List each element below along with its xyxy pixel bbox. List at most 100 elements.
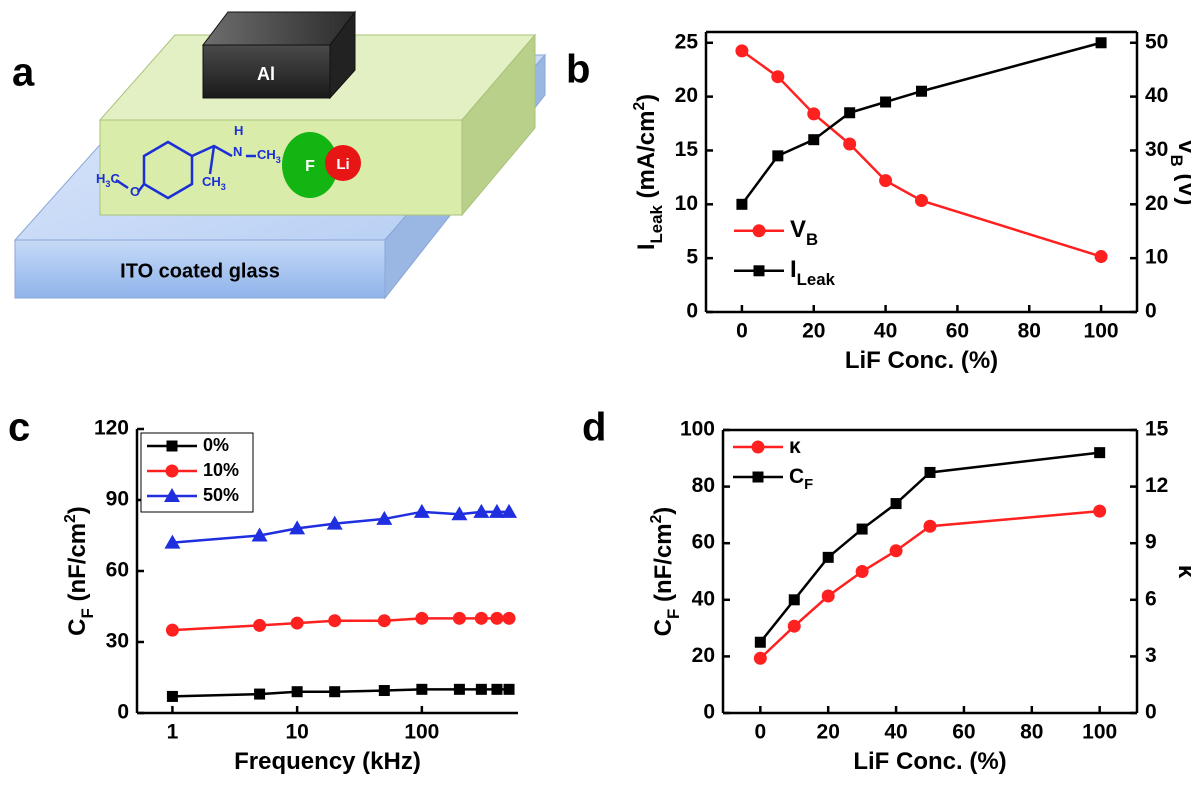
y-tick-label: 15 [675,138,699,161]
series-line [740,41,1102,206]
y2-axis-title: κ [1173,565,1191,579]
y-tick-label: 25 [675,30,699,53]
label-part: Leak [647,205,666,244]
label-part: Leak [797,270,836,289]
y2-tick-label: 0 [1145,701,1157,724]
marker [751,440,765,454]
marker [754,636,766,648]
glass-front [14,239,386,299]
marker [503,683,515,695]
bond [137,183,145,193]
al-front [202,44,331,99]
series-line [172,510,510,544]
x-axis-title: Frequency (kHz) [234,748,421,775]
x-tick-label: 1 [167,721,179,744]
marker [377,614,391,628]
formula: CH3 [257,147,281,165]
y-tick-label: 40 [692,587,715,610]
y-tick-label: 0 [703,701,715,724]
marker [376,510,393,525]
label-part: (mA/cm [633,111,660,206]
bond [208,145,216,175]
marker [787,619,801,633]
y-axis-title: ILeak (mA/cm2) [631,94,666,250]
legend-label: 50% [203,485,239,505]
marker [753,265,765,277]
marker [254,688,266,700]
panel-label: c [8,406,30,450]
label-part: O [130,184,140,199]
y-tick-label: 0 [117,701,129,724]
bond [115,178,129,190]
marker [413,503,430,518]
marker [843,137,857,151]
marker [491,683,503,695]
marker [822,551,834,563]
marker [291,686,303,698]
marker [856,523,868,535]
marker [880,96,892,108]
marker [328,614,342,628]
marker [915,194,928,208]
marker [289,520,306,535]
y-tick-label: 30 [106,630,129,653]
series-line [759,509,1100,660]
label-part: C [110,171,120,186]
label-part: κ [1173,565,1191,579]
lithium-label: Li [336,156,349,173]
x-tick-label: 80 [1018,320,1041,343]
y2-axis-title: VB (V) [1167,139,1191,206]
x-tick-label: 40 [884,721,907,744]
label-part: B [806,230,818,249]
y2-tick-label: 12 [1145,474,1168,497]
label-part: ) [633,94,660,102]
marker [501,503,518,518]
marker [752,224,766,238]
x-tick-label: 0 [736,320,748,343]
marker [855,565,869,578]
legend-label: 10% [203,460,239,480]
marker [752,471,764,483]
x-tick-label: 20 [802,320,825,343]
y-tick-label: 90 [106,488,129,511]
label-part: C [650,619,677,636]
marker [821,589,835,603]
marker [253,618,267,632]
marker [329,686,341,698]
label-part: N [233,144,242,159]
marker [452,611,466,625]
label-part: (nF/cm [650,523,677,608]
x-tick-label: 10 [285,721,308,744]
label-part: H [234,123,243,138]
substrate-label: ITO coated glass [120,260,280,282]
y-tick-label: 80 [692,474,715,497]
x-axis-title: LiF Conc. (%) [845,347,998,374]
y2-tick-label: 0 [1145,300,1157,323]
formula: O [130,184,140,199]
marker [164,488,180,502]
marker [415,611,429,625]
al-label: Al [257,64,275,84]
y-axis-title: CF (nF/cm2) [648,507,683,637]
label-part: I [790,256,797,283]
label-part: C [789,465,804,488]
label-part: 2 [648,514,665,523]
label-part: F [78,608,97,618]
x-tick-label: 80 [1020,721,1043,744]
label-part: κ [789,435,801,458]
marker [889,544,903,558]
label-part: I [633,243,660,250]
marker [772,150,784,162]
y-tick-label: 60 [106,559,129,582]
marker [502,611,516,625]
label-part: ) [650,507,677,515]
marker [488,503,505,518]
legend-label: VB [790,216,818,249]
label-part: 3 [105,179,110,189]
y-tick-label: 120 [94,417,129,440]
marker [165,464,179,478]
marker [808,134,820,146]
x-tick-label: 60 [946,320,969,343]
y-tick-label: 100 [680,418,715,441]
